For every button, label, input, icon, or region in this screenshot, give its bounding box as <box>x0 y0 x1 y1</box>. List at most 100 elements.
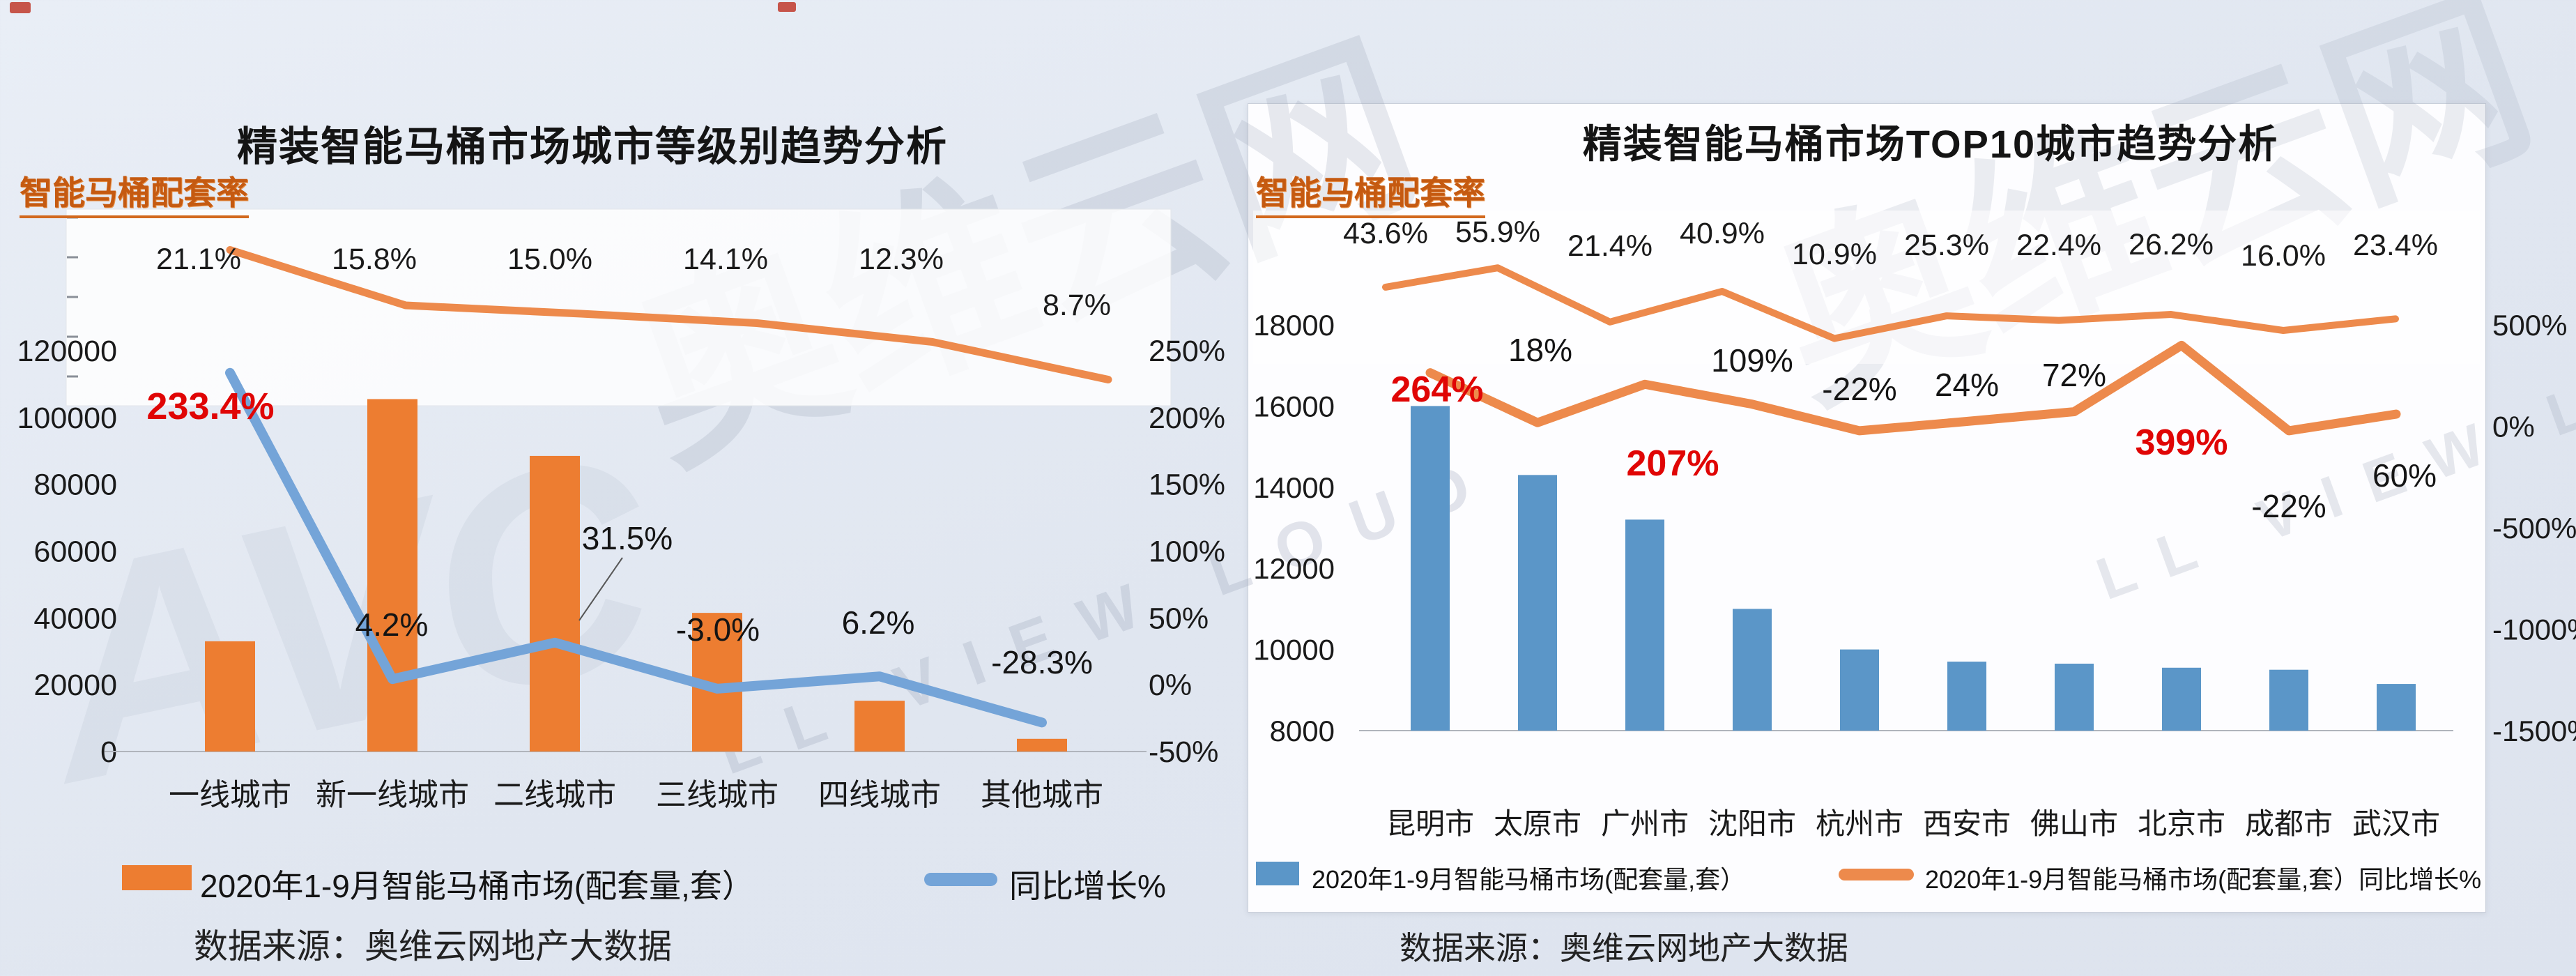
category-label: 武汉市 <box>2352 807 2440 840</box>
mini-chart-panel <box>1253 211 2480 364</box>
category-label: 北京市 <box>2138 807 2225 840</box>
rate-mini-label: 16.0% <box>2241 239 2326 273</box>
bar-成都市 <box>2269 669 2308 731</box>
left-chart-source: 数据来源：奥维云网地产大数据 <box>194 928 673 966</box>
right-axis-tick-label: 100% <box>1149 535 1225 569</box>
growth-data-label: 24% <box>1935 367 1999 403</box>
left-axis-tick-label: 20000 <box>33 669 117 702</box>
left-axis-tick-label: 80000 <box>33 468 117 502</box>
category-label: 沈阳市 <box>1708 807 1796 840</box>
right-axis-tick-label: 250% <box>1149 335 1225 368</box>
right-axis-tick-label: 0% <box>2492 411 2535 443</box>
left-axis-tick-label: 8000 <box>1270 715 1335 747</box>
category-label: 佛山市 <box>2030 807 2118 840</box>
left-axis-tick-label: 14000 <box>1253 471 1335 504</box>
right-axis-tick-label: 50% <box>1149 602 1209 635</box>
rate-mini-label: 22.4% <box>2016 229 2101 262</box>
category-label: 太原市 <box>1494 807 1581 840</box>
growth-data-label: 207% <box>1627 443 1719 484</box>
bar-昆明市 <box>1411 406 1450 731</box>
growth-data-label: -22% <box>2251 488 2326 524</box>
growth-line <box>225 367 1047 728</box>
right-legend-line-label: 2020年1-9月智能马桶市场(配套量,套）同比增长% <box>1925 865 2482 894</box>
growth-data-label: -3.0% <box>676 611 760 648</box>
growth-data-label: 264% <box>1391 369 1484 410</box>
bar-其他城市 <box>1017 738 1067 752</box>
category-label: 昆明市 <box>1386 807 1474 840</box>
growth-data-label: 60% <box>2372 457 2437 494</box>
category-label: 广州市 <box>1601 807 1689 840</box>
rate-mini-label: 15.0% <box>507 243 592 276</box>
right-chart-title: 精装智能马桶市场TOP10城市趋势分析 <box>1582 122 2279 166</box>
bar-武汉市 <box>2377 684 2416 731</box>
rate-mini-label: 8.7% <box>1043 289 1111 322</box>
growth-data-label: 72% <box>2042 357 2106 393</box>
left-axis-tick-label: 60000 <box>33 535 117 569</box>
bar-太原市 <box>1518 475 1557 731</box>
left-axis-tick-label: 100000 <box>17 402 118 435</box>
left-legend-line-swatch <box>924 873 997 886</box>
growth-data-label: 399% <box>2136 422 2228 463</box>
rate-mini-label: 12.3% <box>859 243 944 276</box>
bar-一线城市 <box>205 641 255 752</box>
growth-data-label: -28.3% <box>991 644 1093 680</box>
rate-mini-label: 55.9% <box>1455 215 1540 249</box>
rate-mini-label: 23.4% <box>2353 229 2438 262</box>
bar-沈阳市 <box>1733 609 1772 731</box>
right-axis-tick-label: 500% <box>2492 309 2567 342</box>
red-artifact-mark <box>778 2 796 12</box>
right-axis-tick-label: 0% <box>1149 669 1192 702</box>
rate-mini-label: 10.9% <box>1792 238 1877 271</box>
bar-新一线城市 <box>367 399 417 752</box>
bar-杭州市 <box>1840 649 1879 731</box>
right-axis-tick-label: -500% <box>2492 512 2576 544</box>
red-artifact-mark <box>10 2 31 13</box>
growth-data-label: 18% <box>1508 332 1572 368</box>
growth-data-label: 4.2% <box>355 607 429 643</box>
growth-data-label: 233.4% <box>146 386 274 427</box>
right-axis-tick-label: -1000% <box>2492 613 2576 646</box>
category-label: 其他城市 <box>981 778 1103 812</box>
category-label: 西安市 <box>1923 807 2011 840</box>
rate-mini-label: 21.1% <box>156 243 241 276</box>
category-label: 新一线城市 <box>316 778 469 812</box>
right-axis-tick-label: -50% <box>1149 735 1218 769</box>
rate-mini-label: 43.6% <box>1343 217 1428 250</box>
left-rate-axis-label: 智能马桶配套率 <box>20 166 249 218</box>
right-rate-axis-label: 智能马桶配套率 <box>1256 166 1485 218</box>
rate-mini-label: 26.2% <box>2129 228 2214 261</box>
growth-data-label: -22% <box>1822 371 1896 407</box>
bar-广州市 <box>1625 519 1664 731</box>
bar-佛山市 <box>2055 663 2094 731</box>
rate-mini-label: 21.4% <box>1567 229 1653 263</box>
category-label: 四线城市 <box>818 778 941 812</box>
category-label: 杭州市 <box>1816 807 1903 840</box>
bar-北京市 <box>2162 667 2201 731</box>
right-legend-bar-swatch <box>1256 862 1299 885</box>
right-axis-tick-label: 150% <box>1149 468 1225 502</box>
rate-mini-line <box>226 246 1112 383</box>
bar-西安市 <box>1947 662 1986 731</box>
left-legend-line-label: 同比增长% <box>1009 868 1166 904</box>
left-axis-tick-label: 18000 <box>1253 309 1335 342</box>
left-axis-tick-label: 10000 <box>1253 634 1335 666</box>
right-legend-bar-label: 2020年1-9月智能马桶市场(配套量,套） <box>1312 865 1746 894</box>
growth-data-label: 109% <box>1711 342 1793 379</box>
growth-data-label: 31.5% <box>582 520 673 556</box>
growth-line <box>1425 340 2401 436</box>
right-chart-source: 数据来源：奥维云网地产大数据 <box>1400 930 1848 966</box>
left-chart-title: 精装智能马桶市场城市等级别趋势分析 <box>236 124 948 169</box>
data-label-leader-line <box>578 557 623 621</box>
bar-四线城市 <box>854 701 905 752</box>
bar-二线城市 <box>530 455 580 752</box>
left-axis-tick-label: 16000 <box>1253 390 1335 422</box>
left-axis-tick-label: 40000 <box>33 602 117 635</box>
right-axis-tick-label: -1500% <box>2492 715 2576 747</box>
mini-chart-panel <box>66 208 1172 406</box>
rate-mini-line <box>1382 264 2399 342</box>
left-axis-tick-label: 12000 <box>1253 552 1335 585</box>
rate-mini-label: 14.1% <box>683 243 768 276</box>
rate-mini-label: 15.8% <box>332 243 417 276</box>
right-legend-line-swatch <box>1839 869 1914 880</box>
